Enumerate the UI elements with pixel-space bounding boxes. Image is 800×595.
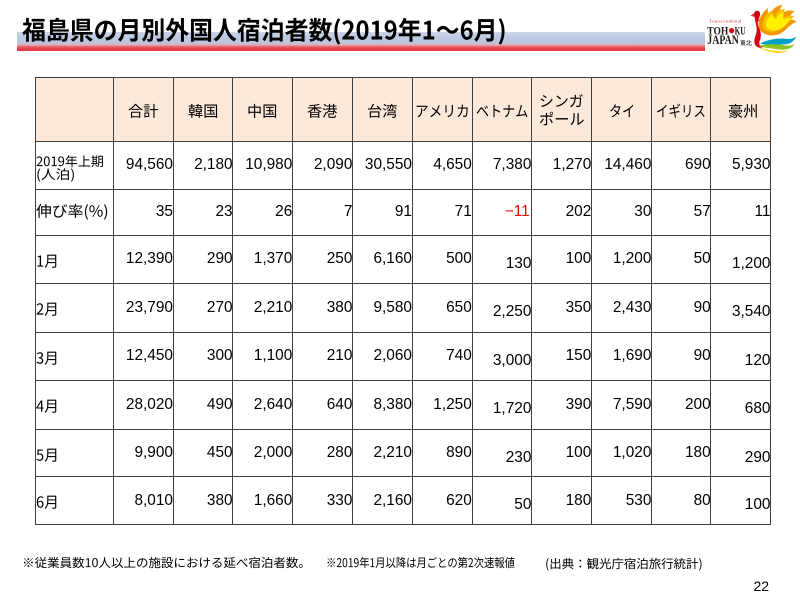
svg-text:TOH: TOH: [707, 26, 728, 38]
svg-text:KU: KU: [735, 26, 746, 38]
svg-text:JAPAN: JAPAN: [707, 32, 739, 47]
svg-text:Transcendental: Transcendental: [709, 18, 742, 23]
